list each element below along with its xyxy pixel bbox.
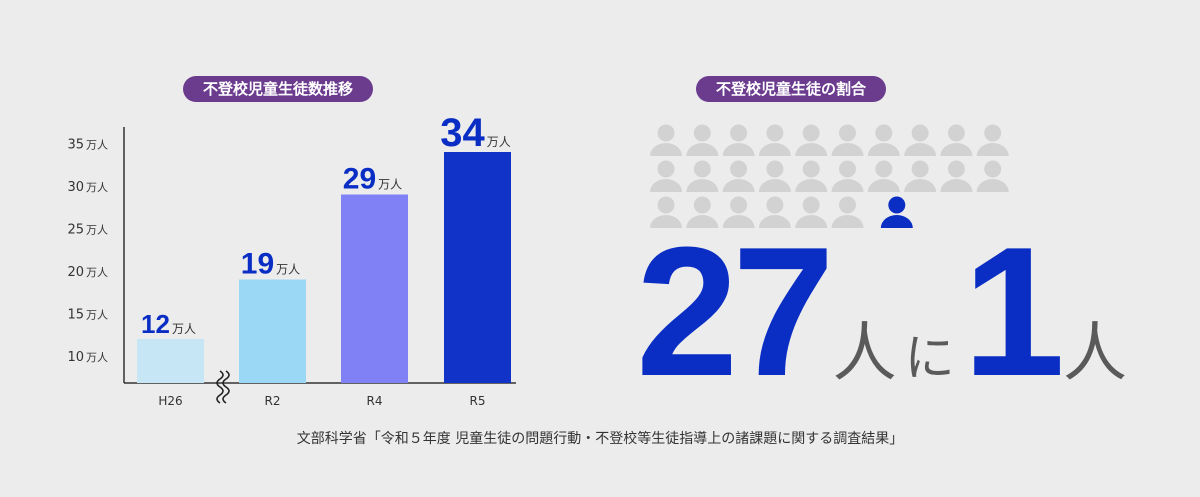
- x-tick-label: R5: [470, 394, 486, 408]
- person-icon: [976, 179, 1009, 192]
- person-icon: [758, 179, 791, 192]
- person-icon: [766, 160, 784, 178]
- bar-value-label: 34 万人: [440, 111, 511, 155]
- person-icon: [693, 124, 711, 142]
- person-icon: [722, 143, 755, 156]
- ratio-right-number: 1: [962, 208, 1065, 414]
- person-icon: [831, 179, 864, 192]
- person-icon: [650, 143, 682, 156]
- person-icon: [839, 124, 856, 142]
- person-icon: [875, 160, 893, 178]
- bar-R2: [239, 279, 306, 383]
- ratio-particle: に: [904, 329, 955, 387]
- x-tick-label: R2: [265, 394, 281, 408]
- person-icon: [940, 143, 973, 156]
- person-icon: [940, 179, 973, 192]
- y-tick-label: 30 万人: [67, 180, 108, 195]
- person-icon: [758, 215, 791, 228]
- person-icon: [831, 143, 864, 156]
- person-icon: [831, 215, 864, 228]
- person-icon: [722, 215, 755, 228]
- bar-H26: [137, 339, 204, 383]
- person-icon: [867, 143, 900, 156]
- person-icon: [657, 196, 675, 214]
- bar-R5: [444, 152, 511, 383]
- ratio-right-unit: 人: [1063, 317, 1128, 391]
- person-icon: [693, 160, 711, 178]
- person-icon: [686, 215, 719, 228]
- person-icon: [888, 196, 906, 214]
- person-icon: [802, 160, 820, 178]
- person-icon: [766, 196, 784, 214]
- person-icon: [839, 196, 856, 214]
- person-icon: [984, 124, 1002, 142]
- bar-value-label: 19 万人: [241, 248, 300, 281]
- bar-value-label: 29 万人: [343, 163, 402, 196]
- person-icon: [730, 124, 748, 142]
- person-icon: [875, 124, 893, 142]
- person-icon: [657, 160, 675, 178]
- person-icon: [795, 215, 828, 228]
- person-icon: [976, 143, 1009, 156]
- person-icon: [650, 215, 682, 228]
- x-tick-label: H26: [158, 394, 182, 408]
- person-icon: [657, 124, 675, 142]
- person-icon: [867, 179, 900, 192]
- person-icon: [730, 196, 748, 214]
- person-icon: [686, 179, 719, 192]
- person-icon: [686, 143, 719, 156]
- person-icon: [758, 143, 791, 156]
- person-icon: [722, 179, 755, 192]
- chart-title-pill: 不登校児童生徒数推移: [183, 76, 374, 102]
- person-icon: [880, 215, 913, 228]
- person-icon: [795, 179, 828, 192]
- ratio-title-pill: 不登校児童生徒の割合: [696, 76, 887, 102]
- person-icon: [984, 160, 1002, 178]
- source-citation: 文部科学省「令和５年度 児童生徒の問題行動・不登校等生徒指導上の諸課題に関する調…: [296, 431, 904, 447]
- person-icon: [693, 196, 711, 214]
- ratio-left-unit: 人: [832, 317, 897, 391]
- person-icon: [904, 179, 937, 192]
- person-icon: [947, 160, 965, 178]
- ratio-statement: 27 人 に 1 人: [636, 208, 1133, 414]
- person-icon: [839, 160, 856, 178]
- person-icon: [802, 124, 820, 142]
- person-icon: [911, 124, 929, 142]
- person-icon: [730, 160, 748, 178]
- person-icon: [650, 179, 682, 192]
- axis-break-left: [216, 370, 224, 404]
- bar-value-label: 12 万人: [141, 309, 196, 339]
- y-tick-label: 35 万人: [67, 138, 108, 153]
- y-tick-label: 15 万人: [67, 308, 108, 323]
- ratio-left-number: 27: [636, 208, 835, 414]
- person-icon: [911, 160, 929, 178]
- y-tick-label: 20 万人: [67, 265, 108, 280]
- person-icon: [904, 143, 937, 156]
- person-icon: [802, 196, 820, 214]
- y-tick-label: 25 万人: [67, 223, 108, 238]
- person-icon: [947, 124, 965, 142]
- y-tick-label: 10 万人: [67, 350, 108, 365]
- bar-R4: [341, 194, 408, 383]
- person-icon: [766, 124, 784, 142]
- x-tick-label: R4: [367, 394, 383, 408]
- person-icon: [795, 143, 828, 156]
- axis-break-right: [222, 370, 230, 404]
